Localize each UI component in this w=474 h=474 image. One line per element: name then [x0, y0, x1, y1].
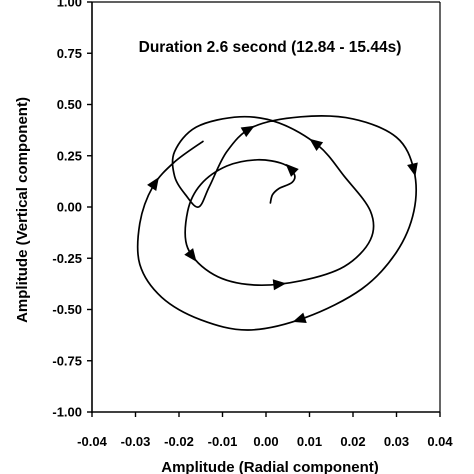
- x-tick-label: -0.04: [77, 434, 107, 449]
- direction-arrow: [240, 125, 255, 138]
- x-tick-label: -0.02: [164, 434, 194, 449]
- y-tick-label: -0.50: [52, 302, 82, 317]
- y-tick-label: -0.75: [52, 353, 82, 368]
- x-tick-label: -0.03: [121, 434, 151, 449]
- y-tick-label: -1.00: [52, 405, 82, 420]
- x-tick-label: 0.04: [427, 434, 453, 449]
- direction-arrow: [184, 248, 197, 262]
- direction-arrow: [407, 162, 418, 177]
- x-tick-label: 0.02: [340, 434, 365, 449]
- y-axis-title: Amplitude (Vertical component): [14, 97, 31, 323]
- y-tick-label: 1.00: [57, 0, 82, 10]
- y-tick-label: -0.25: [52, 251, 82, 266]
- ticks: -0.04 -0.03 -0.02 -0.01 0.00 0.01 0.02 0.03 0.04…: [52, 0, 453, 449]
- x-tick-label: 0.01: [297, 434, 322, 449]
- y-tick-label: 0.00: [57, 200, 82, 215]
- x-tick-label: 0.03: [384, 434, 409, 449]
- x-tick-label: 0.00: [253, 434, 278, 449]
- y-tick-label: 0.75: [57, 46, 82, 61]
- y-tick-label: 0.50: [57, 97, 82, 112]
- particle-motion-trace: [136, 115, 418, 331]
- x-tick-label: -0.01: [208, 434, 238, 449]
- direction-arrow: [147, 177, 159, 192]
- x-axis-title: Amplitude (Radial component): [161, 459, 379, 474]
- direction-arrow: [272, 279, 287, 291]
- trace-line: [136, 115, 417, 331]
- direction-arrow: [309, 138, 324, 152]
- y-tick-label: 0.25: [57, 148, 82, 163]
- direction-arrow: [285, 163, 299, 177]
- direction-arrow: [292, 312, 307, 324]
- duration-annotation: Duration 2.6 second (12.84 - 15.44s): [139, 39, 402, 56]
